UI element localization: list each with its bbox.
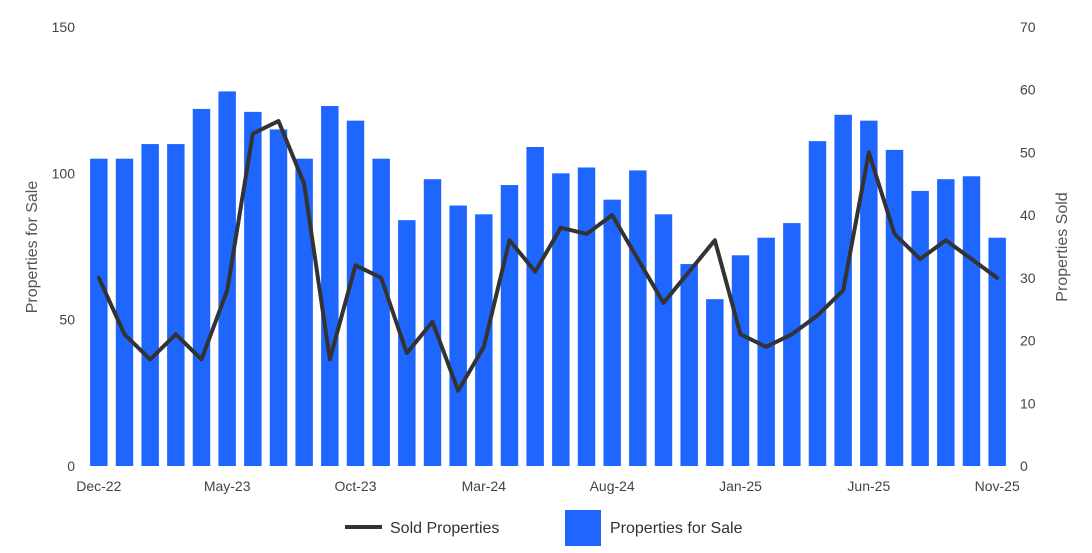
bar-May-24: [526, 146, 544, 467]
left-axis-ticks: 0 50 100 150: [52, 19, 76, 474]
left-tick-label: 0: [67, 458, 75, 474]
x-tick-label: Oct-23: [334, 478, 376, 494]
bar-Dec-23: [398, 220, 416, 466]
bar-Nov-23: [372, 158, 390, 466]
bar-Aug-24: [603, 199, 621, 467]
bar-Jul-24: [577, 167, 596, 467]
bar-Nov-25: [988, 237, 1006, 466]
legend-label-for-sale: Properties for Sale: [610, 520, 743, 537]
bar-Feb-23: [141, 144, 159, 466]
bar-Jul-25: [885, 149, 904, 467]
x-tick-label: Mar-24: [462, 478, 507, 494]
bar-Apr-23: [192, 108, 211, 466]
x-axis-ticks: Dec-22 May-23 Oct-23 Mar-24 Aug-24 Jan-25 Jun-…: [76, 478, 1020, 494]
bar-Jun-24: [552, 173, 570, 466]
right-tick-label: 20: [1020, 333, 1036, 349]
x-tick-label: Jan-25: [719, 478, 762, 494]
right-axis-title: Properties Sold: [1054, 192, 1071, 301]
bar-Dec-24: [706, 299, 724, 466]
legend: Sold Properties Properties for Sale: [345, 510, 743, 546]
sold-properties-line: [96, 119, 1000, 393]
left-axis-title: Properties for Sale: [24, 181, 41, 314]
bar-Dec-22: [90, 158, 108, 466]
bar-Nov-24: [680, 264, 698, 466]
bar-Apr-25: [808, 141, 827, 466]
bar-Oct-25: [962, 176, 981, 466]
right-axis-ticks: 0 10 20 30 40 50 60 70: [1020, 19, 1036, 474]
bar-Jan-25: [731, 255, 750, 466]
right-tick-label: 70: [1020, 19, 1036, 35]
bar-Oct-23: [346, 120, 365, 467]
right-tick-label: 30: [1020, 270, 1036, 286]
bar-Aug-23: [295, 158, 313, 466]
bar-Mar-23: [167, 144, 185, 466]
bar-Aug-25: [911, 190, 929, 466]
x-tick-label: May-23: [204, 478, 251, 494]
left-tick-label: 100: [52, 165, 76, 181]
bar-Jun-23: [244, 111, 262, 467]
left-tick-label: 150: [52, 19, 76, 35]
bar-Oct-24: [654, 214, 673, 466]
bar-Jan-23: [115, 158, 134, 466]
right-tick-label: 60: [1020, 82, 1036, 98]
left-tick-label: 50: [59, 312, 75, 328]
bar-Sep-25: [937, 179, 955, 466]
bar-Jun-25: [860, 120, 878, 467]
x-tick-label: Aug-24: [590, 478, 635, 494]
bar-Sep-23: [321, 106, 339, 467]
bar-Sep-24: [629, 170, 647, 466]
x-tick-label: Jun-25: [847, 478, 890, 494]
right-tick-label: 10: [1020, 395, 1036, 411]
bar-Mar-25: [783, 223, 801, 466]
bar-Apr-24: [500, 185, 519, 467]
legend-label-sold: Sold Properties: [390, 520, 499, 537]
right-tick-label: 50: [1020, 144, 1036, 160]
bar-Feb-25: [757, 237, 775, 466]
bar-Jul-23: [269, 129, 288, 466]
line-series: [96, 119, 1000, 393]
bar-series: [90, 91, 1006, 467]
x-tick-label: Nov-25: [975, 478, 1020, 494]
x-tick-label: Dec-22: [76, 478, 121, 494]
right-tick-label: 40: [1020, 207, 1036, 223]
right-tick-label: 0: [1020, 458, 1028, 474]
legend-bar-swatch: [565, 510, 601, 546]
bar-Feb-24: [449, 205, 467, 466]
